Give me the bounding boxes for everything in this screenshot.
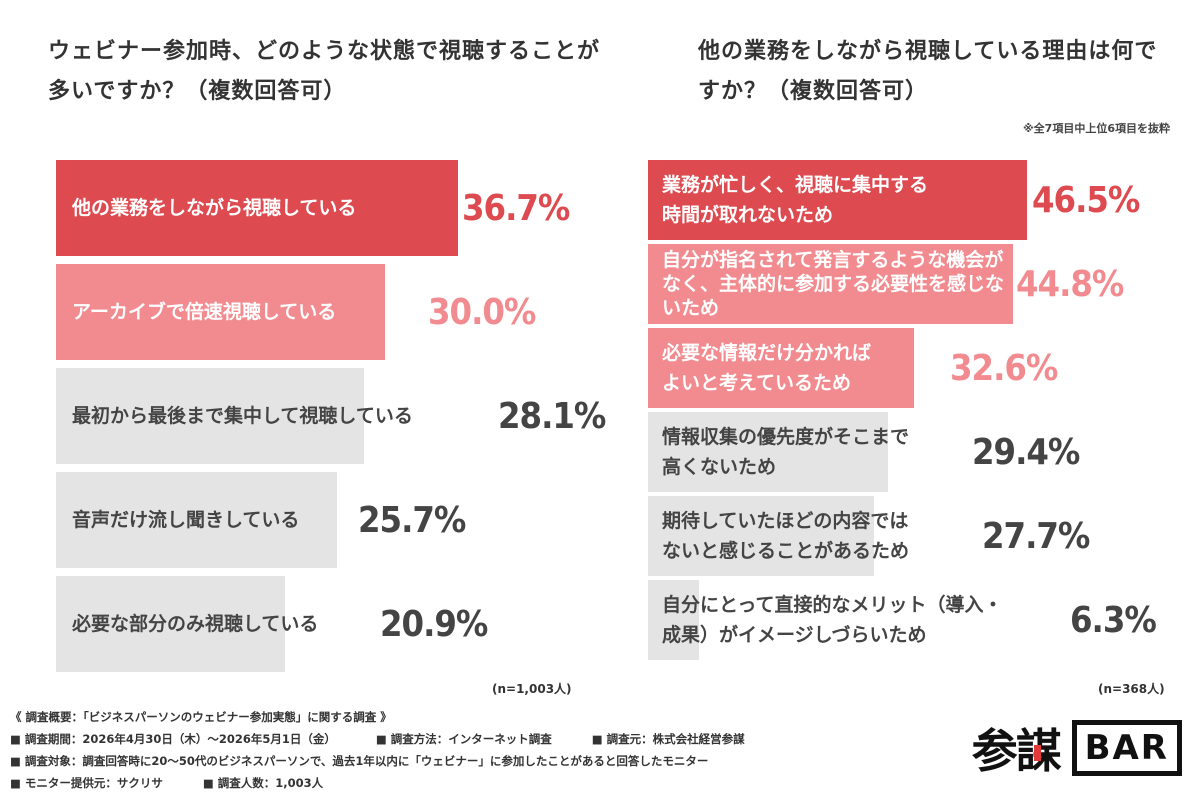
survey-summary: 《 調査概要：「ビジネスパーソンのウェビナー参加実態」に関する調査 》 ■ 調査… bbox=[10, 706, 910, 794]
bar-label-1: 業務が忙しく、視聴に集中する 時間が取れないため bbox=[662, 160, 928, 240]
bar-value-4: 29.4% bbox=[972, 431, 1080, 473]
bar-1 bbox=[648, 160, 1027, 240]
logo-sanbo: 参謀 bbox=[971, 715, 1062, 781]
brand-logo: 参謀 BAR bbox=[972, 715, 1182, 781]
right-bar-chart: 業務が忙しく、視聴に集中する 時間が取れないため 46.5% 自分が指名されて発言する… bbox=[600, 0, 1200, 696]
bar-value-5: 27.7% bbox=[982, 515, 1090, 557]
bar-value-1: 36.7% bbox=[462, 187, 570, 229]
survey-organizer: ■ 調査元：株式会社経営参謀 bbox=[591, 732, 745, 746]
bar-value-3: 28.1% bbox=[498, 395, 606, 437]
bar-5 bbox=[56, 576, 285, 672]
bar-value-2: 44.8% bbox=[1016, 263, 1124, 305]
logo-sanbo-text: 参謀 bbox=[971, 724, 1062, 778]
bar-1 bbox=[56, 160, 458, 256]
bar-label-5: 必要な部分のみ視聴している bbox=[72, 613, 319, 635]
bar-label-line: 情報収集の優先度がそこまで bbox=[662, 426, 910, 448]
left-chart-title: ウェビナー参加時、どのような状態で視聴することが多いですか？（複数回答可） bbox=[48, 39, 601, 104]
bar-2 bbox=[648, 244, 1014, 324]
survey-heading: 《 調査概要：「ビジネスパーソンのウェビナー参加実態」に関する調査 》 bbox=[10, 710, 392, 724]
logo-red-accent bbox=[1033, 745, 1041, 761]
sample-size: (n=1,003人) bbox=[492, 682, 572, 696]
bar-label-line: 自分にとって直接的なメリット（導入・ bbox=[662, 594, 1003, 616]
bar-3 bbox=[56, 368, 364, 464]
bar-value-1: 46.5% bbox=[1032, 179, 1140, 221]
bar-label-6: 自分にとって直接的なメリット（導入・ 成果）がイメージしづらいため bbox=[662, 580, 1002, 660]
right-chart-title: 他の業務をしながら視聴している理由は何ですか？（複数回答可） bbox=[698, 39, 1158, 104]
items-note: ※全7項目中上位6項目を抜粋 bbox=[1022, 122, 1170, 135]
left-bar-chart: 他の業務をしながら視聴している 36.7% アーカイブで倍速視聴している 30.0% 最… bbox=[0, 0, 606, 696]
bar-4 bbox=[648, 412, 888, 492]
survey-provider: ■ モニター提供元：サクリサ bbox=[10, 776, 163, 790]
bar-label-2: 自分が指名されて発言するような機会が なく、主体的に参加する必要性を感じな いため bbox=[662, 244, 1004, 324]
bar-value-5: 20.9% bbox=[380, 603, 488, 645]
bar-label-1: 他の業務をしながら視聴している bbox=[72, 197, 357, 219]
sample-size: (n=368人) bbox=[1098, 682, 1165, 696]
survey-method: ■ 調査方法：インターネット調査 bbox=[375, 732, 552, 746]
bar-2 bbox=[56, 264, 385, 360]
bar-label-line: 時間が取れないため bbox=[662, 204, 834, 226]
survey-period: ■ 調査期間：2026年4月30日（木）〜2026年5月1日（金） bbox=[10, 732, 336, 746]
bar-label-3: 最初から最後まで集中して視聴している bbox=[72, 405, 413, 427]
bar-5 bbox=[648, 496, 874, 576]
survey-row-1: ■ 調査期間：2026年4月30日（木）〜2026年5月1日（金） ■ 調査方法… bbox=[10, 728, 910, 750]
survey-target: ■ 調査対象：調査回答時に20〜50代のビジネスパーソンで、過去1年以内に「ウェ… bbox=[10, 754, 709, 768]
bar-4 bbox=[56, 472, 338, 568]
bar-value-4: 25.7% bbox=[358, 499, 466, 541]
bar-value-3: 32.6% bbox=[950, 347, 1058, 389]
bar-3 bbox=[648, 328, 914, 408]
bar-label-line: いため bbox=[662, 297, 720, 319]
bar-label-line: ないと感じることがあるため bbox=[662, 540, 910, 562]
logo-bar: BAR bbox=[1071, 720, 1182, 776]
bar-label-line: 自分が指名されて発言するような機会が bbox=[662, 249, 1004, 271]
bar-label-line: 期待していたほどの内容では bbox=[662, 510, 909, 532]
bar-label-2: アーカイブで倍速視聴している bbox=[72, 301, 337, 323]
bar-label-4: 情報収集の優先度がそこまで 高くないため bbox=[662, 412, 909, 492]
bar-label-line: 高くないため bbox=[662, 456, 777, 478]
bar-label-line: 成果）がイメージしづらいため bbox=[662, 624, 927, 646]
bar-label-line: なく、主体的に参加する必要性を感じな bbox=[662, 273, 1005, 295]
bar-value-6: 6.3% bbox=[1070, 599, 1157, 641]
bar-6 bbox=[648, 580, 700, 660]
bar-label-4: 音声だけ流し聞きしている bbox=[72, 509, 300, 531]
bar-label-line: 必要な情報だけ分かれば bbox=[662, 342, 872, 364]
bar-label-line: よいと考えているため bbox=[662, 372, 852, 394]
survey-count: ■ 調査人数：1,003人 bbox=[202, 776, 324, 790]
bar-label-3: 必要な情報だけ分かれば よいと考えているため bbox=[662, 328, 871, 408]
bar-label-line: 業務が忙しく、視聴に集中する bbox=[662, 174, 929, 196]
bar-label-5: 期待していたほどの内容では ないと感じることがあるため bbox=[662, 496, 909, 576]
survey-row-3: ■ モニター提供元：サクリサ ■ 調査人数：1,003人 bbox=[10, 772, 910, 794]
bar-value-2: 30.0% bbox=[428, 291, 536, 333]
